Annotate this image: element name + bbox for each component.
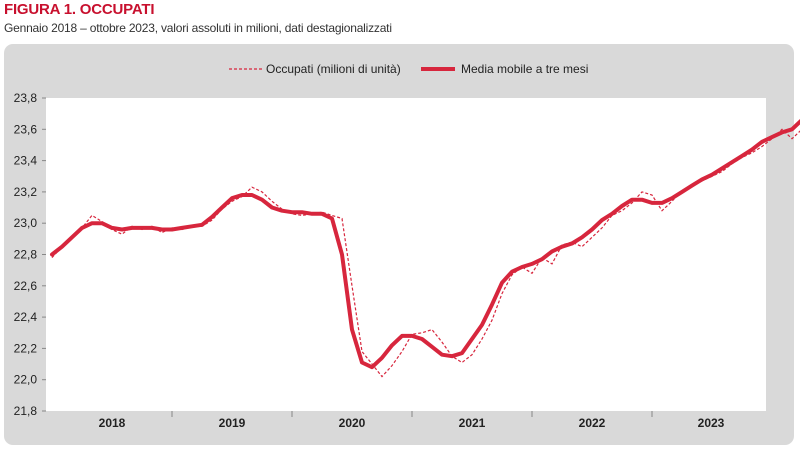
x-year-label: 2019 (219, 416, 246, 430)
chart-title: OCCUPATI (79, 1, 155, 18)
y-tick-label: 22,6 (14, 279, 38, 293)
x-year-label: 2020 (339, 416, 366, 430)
x-year-label: 2018 (99, 416, 126, 430)
figure-title: FIGURA 1. OCCUPATI (4, 1, 155, 18)
y-tick-label: 23,6 (14, 122, 38, 136)
legend-label-media-mobile: Media mobile a tre mesi (461, 62, 588, 76)
y-tick-label: 23,4 (14, 154, 38, 168)
chart-subtitle: Gennaio 2018 – ottobre 2023, valori asso… (4, 21, 392, 35)
y-tick-label: 23,8 (14, 91, 38, 105)
y-tick-label: 22,0 (14, 373, 38, 387)
y-tick-label: 22,8 (14, 248, 38, 262)
figure-label: FIGURA 1. (4, 1, 76, 18)
y-tick-label: 22,2 (14, 341, 38, 355)
y-tick-label: 21,8 (14, 404, 38, 418)
x-year-label: 2022 (579, 416, 606, 430)
series-line-occupati (51, 128, 800, 378)
y-tick-label: 22,4 (14, 310, 38, 324)
y-tick-label: 23,2 (14, 185, 38, 199)
plot-area (46, 98, 766, 411)
legend-label-occupati: Occupati (milioni di unità) (266, 62, 401, 76)
x-year-label: 2023 (698, 416, 725, 430)
y-tick-label: 23,0 (14, 216, 38, 230)
x-year-label: 2021 (459, 416, 486, 430)
legend: Occupati (milioni di unità) Media mobile… (229, 62, 588, 76)
